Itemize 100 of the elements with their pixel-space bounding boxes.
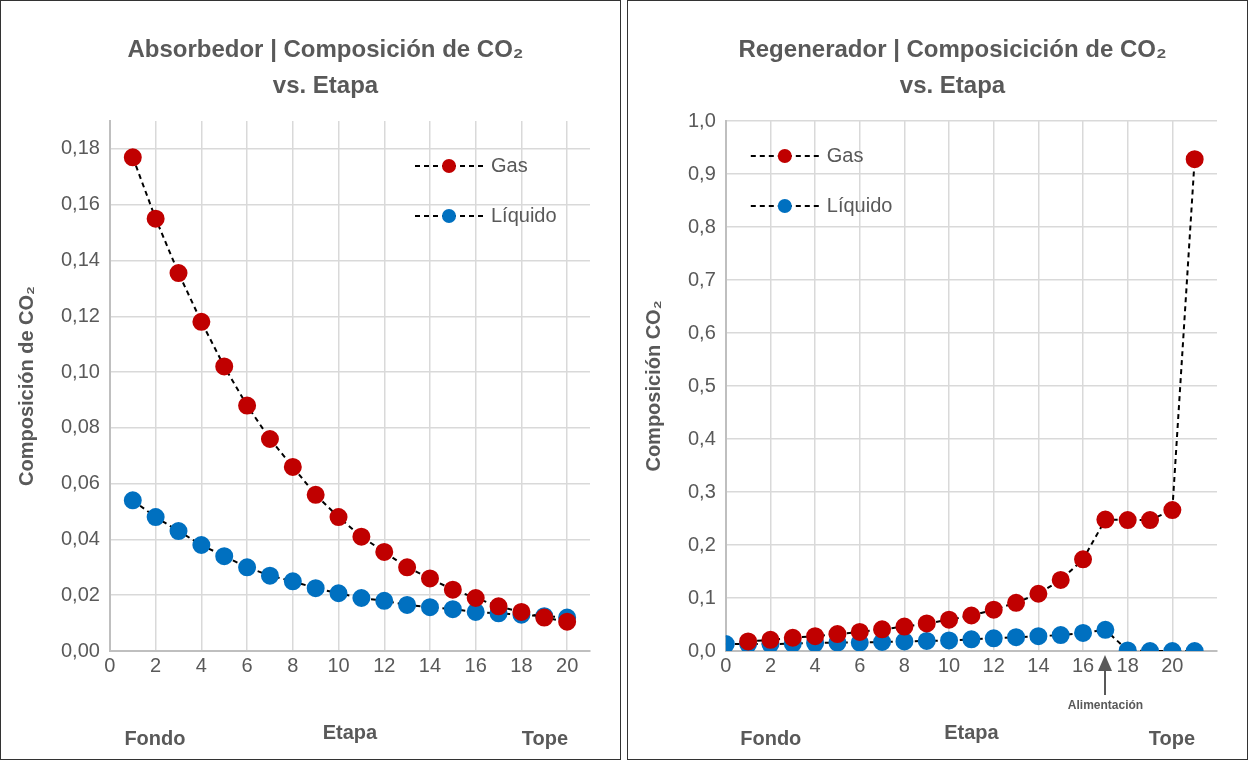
point bbox=[1163, 501, 1182, 520]
point bbox=[917, 631, 936, 650]
text: Alimentación bbox=[1067, 698, 1144, 713]
text: Fondo bbox=[124, 726, 186, 749]
point bbox=[398, 595, 417, 614]
x-tick-label: 0 bbox=[104, 653, 116, 676]
point bbox=[466, 589, 485, 607]
y-tick-label: 0,12 bbox=[60, 303, 100, 326]
point bbox=[352, 589, 371, 607]
point bbox=[917, 614, 936, 633]
point bbox=[962, 630, 981, 649]
y-tick-label: 0,3 bbox=[687, 479, 716, 502]
point bbox=[192, 312, 211, 331]
point bbox=[984, 600, 1003, 619]
point bbox=[283, 457, 302, 476]
point bbox=[260, 566, 279, 585]
y-tick-label: 0,0 bbox=[687, 638, 716, 661]
x-tick-label: 4 bbox=[809, 653, 821, 676]
x-tick-label: 4 bbox=[195, 653, 207, 676]
point bbox=[123, 148, 142, 167]
point bbox=[873, 620, 892, 639]
y-tick-label: 0,00 bbox=[60, 638, 100, 661]
y-tick-label: 0,2 bbox=[687, 532, 716, 555]
point bbox=[1096, 510, 1115, 529]
point bbox=[443, 600, 462, 619]
y-tick-label: 0,1 bbox=[687, 585, 716, 608]
chart-title: Regenerador | Composicición de CO₂ vs. Etapa bbox=[738, 34, 1167, 100]
point bbox=[146, 508, 165, 527]
x-tick-label: 2 bbox=[764, 653, 777, 676]
y-tick-label: 0,14 bbox=[60, 247, 100, 270]
point bbox=[1007, 593, 1026, 612]
point bbox=[1007, 628, 1026, 647]
x-axis-title: Etapa bbox=[944, 720, 1000, 743]
legend-label: Líquido bbox=[826, 193, 893, 216]
point bbox=[260, 430, 279, 448]
point bbox=[1051, 626, 1070, 645]
y-tick-label: 0,18 bbox=[60, 136, 100, 159]
point bbox=[1118, 511, 1137, 530]
point bbox=[443, 580, 462, 599]
point bbox=[940, 631, 959, 650]
chart-title: Absorbedor | Composición de CO₂ vs. Etapa bbox=[126, 34, 525, 100]
x-tick-label: 12 bbox=[373, 653, 396, 676]
x-tick-label: 6 bbox=[854, 653, 866, 676]
x-tick-label: 10 bbox=[937, 653, 961, 676]
point bbox=[1074, 623, 1093, 642]
point bbox=[895, 632, 914, 651]
point bbox=[192, 536, 211, 554]
y-tick-label: 0,4 bbox=[687, 426, 716, 449]
x-tick-label: 8 bbox=[287, 653, 299, 676]
point bbox=[850, 622, 869, 641]
point bbox=[238, 396, 257, 415]
legend-label: Gas bbox=[826, 143, 864, 166]
point bbox=[1074, 550, 1093, 569]
y-axis-title: Composición CO₂ bbox=[641, 300, 664, 472]
y-tick-label: 1,0 bbox=[687, 108, 716, 131]
point bbox=[306, 579, 325, 598]
point bbox=[375, 542, 394, 561]
x-tick-label: 14 bbox=[418, 653, 442, 676]
point bbox=[940, 610, 959, 629]
point bbox=[375, 591, 394, 610]
point bbox=[123, 491, 142, 510]
point bbox=[895, 617, 914, 636]
y-tick-label: 0,6 bbox=[687, 320, 716, 343]
point bbox=[558, 612, 577, 631]
point bbox=[489, 597, 508, 616]
x-tick-label: 2 bbox=[150, 653, 162, 676]
y-tick-label: 0,10 bbox=[60, 359, 100, 382]
point bbox=[828, 625, 847, 644]
y-tick-label: 0,8 bbox=[687, 214, 716, 237]
point bbox=[1141, 511, 1160, 530]
text: Tope bbox=[1148, 726, 1196, 749]
point bbox=[761, 630, 780, 649]
x-axis-title: Etapa bbox=[322, 720, 379, 743]
point bbox=[169, 522, 188, 541]
point bbox=[783, 628, 802, 647]
legend-label: Líquido bbox=[491, 203, 557, 226]
point bbox=[420, 598, 439, 617]
y-tick-label: 0,08 bbox=[60, 415, 100, 438]
y-tick-label: 0,5 bbox=[687, 373, 716, 396]
x-tick-label: 8 bbox=[898, 653, 910, 676]
point bbox=[329, 584, 348, 603]
y-tick-label: 0,06 bbox=[60, 471, 100, 494]
x-tick-label: 20 bbox=[1161, 653, 1184, 676]
x-tick-label: 16 bbox=[1071, 653, 1095, 676]
x-tick-label: 14 bbox=[1027, 653, 1050, 676]
x-tick-label: 10 bbox=[327, 653, 350, 676]
x-tick-label: 12 bbox=[982, 653, 1005, 676]
point bbox=[215, 357, 234, 376]
point bbox=[283, 572, 302, 591]
point bbox=[306, 485, 325, 504]
x-tick-label: 16 bbox=[464, 653, 487, 676]
y-tick-label: 0,7 bbox=[687, 267, 716, 290]
point bbox=[329, 508, 348, 527]
point bbox=[806, 627, 825, 646]
y-axis-title: Composición de CO₂ bbox=[14, 285, 37, 487]
y-tick-label: 0,16 bbox=[60, 192, 100, 215]
point bbox=[1096, 620, 1115, 639]
x-tick-label: 18 bbox=[1116, 653, 1139, 676]
point bbox=[1029, 627, 1048, 646]
point bbox=[146, 209, 165, 228]
